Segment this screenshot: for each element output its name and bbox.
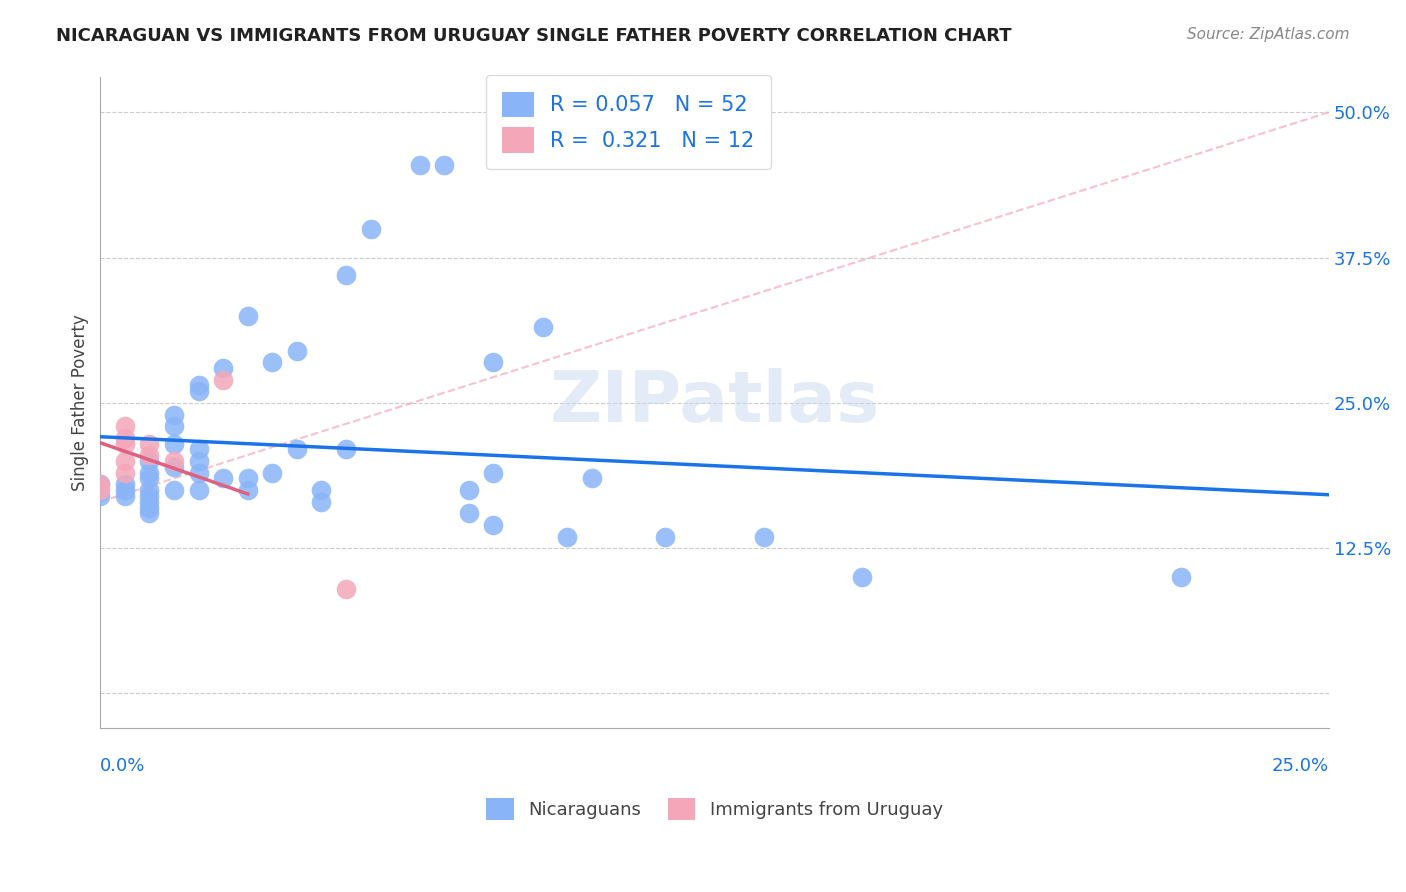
Point: [114, 436, 136, 450]
Point: [482, 517, 505, 532]
Point: [581, 471, 603, 485]
Point: [482, 466, 505, 480]
Point: [187, 378, 209, 392]
Point: [482, 355, 505, 369]
Point: [236, 471, 259, 485]
Point: [138, 494, 160, 508]
Point: [457, 483, 479, 497]
Point: [851, 570, 873, 584]
Point: [457, 506, 479, 520]
Point: [89, 477, 111, 491]
Point: [311, 494, 333, 508]
Point: [138, 506, 160, 520]
Point: [212, 361, 235, 376]
Point: [163, 483, 186, 497]
Text: 0.0%: 0.0%: [100, 757, 146, 775]
Point: [138, 454, 160, 468]
Point: [335, 442, 357, 457]
Text: Source: ZipAtlas.com: Source: ZipAtlas.com: [1187, 27, 1350, 42]
Point: [236, 309, 259, 323]
Point: [311, 483, 333, 497]
Point: [138, 500, 160, 515]
Point: [114, 483, 136, 497]
Point: [138, 466, 160, 480]
Point: [335, 582, 357, 596]
Text: 25.0%: 25.0%: [1271, 757, 1329, 775]
Point: [433, 158, 456, 172]
Point: [114, 477, 136, 491]
Point: [285, 343, 308, 358]
Point: [163, 436, 186, 450]
Point: [114, 454, 136, 468]
Point: [187, 384, 209, 399]
Point: [262, 466, 284, 480]
Point: [163, 459, 186, 474]
Point: [285, 442, 308, 457]
Point: [555, 530, 578, 544]
Point: [212, 373, 235, 387]
Point: [114, 489, 136, 503]
Y-axis label: Single Father Poverty: Single Father Poverty: [72, 315, 89, 491]
Text: ZIPatlas: ZIPatlas: [550, 368, 880, 437]
Point: [138, 483, 160, 497]
Point: [409, 158, 432, 172]
Point: [262, 355, 284, 369]
Point: [187, 454, 209, 468]
Point: [1170, 570, 1192, 584]
Point: [138, 471, 160, 485]
Point: [360, 221, 382, 235]
Point: [138, 448, 160, 462]
Point: [114, 419, 136, 434]
Point: [212, 471, 235, 485]
Point: [163, 408, 186, 422]
Point: [114, 466, 136, 480]
Text: NICARAGUAN VS IMMIGRANTS FROM URUGUAY SINGLE FATHER POVERTY CORRELATION CHART: NICARAGUAN VS IMMIGRANTS FROM URUGUAY SI…: [56, 27, 1012, 45]
Point: [163, 454, 186, 468]
Point: [138, 436, 160, 450]
Point: [236, 483, 259, 497]
Point: [138, 489, 160, 503]
Point: [187, 442, 209, 457]
Point: [335, 268, 357, 282]
Point: [654, 530, 676, 544]
Legend: Nicaraguans, Immigrants from Uruguay: Nicaraguans, Immigrants from Uruguay: [478, 789, 952, 830]
Point: [89, 477, 111, 491]
Point: [89, 483, 111, 497]
Point: [531, 320, 554, 334]
Point: [187, 483, 209, 497]
Point: [89, 489, 111, 503]
Point: [752, 530, 775, 544]
Point: [187, 466, 209, 480]
Point: [114, 431, 136, 445]
Point: [163, 419, 186, 434]
